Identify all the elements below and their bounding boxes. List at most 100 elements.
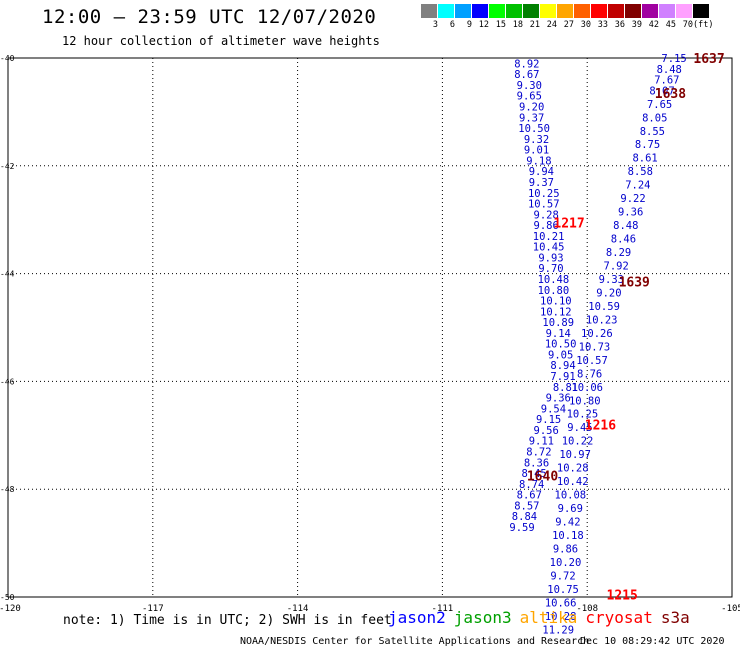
legend-swatch: [489, 4, 506, 18]
y-tick-label: -40: [0, 54, 15, 63]
pass-time-label: 1217: [553, 216, 584, 231]
swh-value: 8.58: [628, 166, 653, 178]
swh-value: 9.69: [558, 503, 583, 515]
swh-value: 8.07: [649, 85, 674, 97]
page-title: 12:00 – 23:59 UTC 12/07/2020: [42, 6, 377, 28]
swh-value: 9.14: [546, 328, 571, 340]
swh-value: 9.05: [548, 349, 573, 361]
swh-value: 9.86: [534, 220, 559, 232]
swh-value: 8.67: [517, 490, 542, 502]
swh-value: 10.50: [545, 339, 577, 351]
legend-label: 33: [597, 20, 608, 30]
color-scale-legend: [421, 4, 710, 18]
swh-value: 9.86: [553, 543, 578, 555]
satellite-legend: jason2 jason3 altika cryosat s3a: [388, 608, 690, 627]
legend-swatch: [676, 4, 693, 18]
legend-swatch: [455, 4, 472, 18]
swh-value: 7.15: [661, 53, 686, 65]
pass-time-label: 1215: [607, 588, 638, 603]
swh-value: 8.46: [611, 234, 636, 246]
swh-value: 10.57: [576, 355, 608, 367]
legend-label: 70: [682, 20, 693, 30]
swh-value: 9.22: [620, 193, 645, 205]
credit-text: NOAA/NESDIS Center for Satellite Applica…: [240, 636, 590, 647]
satellite-name: s3a: [660, 608, 690, 627]
swh-value: 9.45: [567, 422, 592, 434]
swh-value: 9.54: [541, 403, 566, 415]
swh-value: 9.33: [599, 274, 624, 286]
swh-value: 10.45: [533, 242, 565, 254]
swh-value: 10.12: [540, 306, 572, 318]
swh-value: 8.48: [613, 220, 638, 232]
x-tick-label: -108: [576, 604, 598, 614]
legend-swatch: [608, 4, 625, 18]
legend-label: 6: [449, 20, 455, 30]
legend-label: 30: [580, 20, 591, 30]
y-tick-label: -50: [0, 593, 15, 602]
swh-value: 7.92: [604, 261, 629, 273]
swh-value: 10.20: [550, 557, 582, 569]
swh-value: 10.42: [557, 476, 589, 488]
swh-value: 9.32: [524, 134, 549, 146]
legend-label: 27: [563, 20, 574, 30]
swh-value: 10.08: [555, 490, 587, 502]
satellite-name: jason2: [388, 608, 446, 627]
pass-time-label: 1640: [527, 470, 558, 485]
legend-label: 15: [495, 20, 506, 30]
y-tick-label: -46: [0, 377, 15, 386]
swh-value: 9.18: [526, 155, 551, 167]
swh-value: 8.94: [550, 360, 575, 372]
legend-swatch: [574, 4, 591, 18]
color-scale-labels: 3 6 9 12 15 18 21 24 27 30 33 36 39 42 45 70 (ft): [421, 20, 714, 30]
swh-value: 9.42: [555, 517, 580, 529]
swh-value: 10.26: [581, 328, 613, 340]
swh-value: 10.80: [538, 285, 570, 297]
x-tick-label: -117: [142, 604, 164, 614]
pass-time-label: 1216: [585, 419, 616, 434]
swh-value: 8.81: [553, 382, 578, 394]
swh-value: 10.66: [545, 597, 577, 609]
x-tick-label: -114: [287, 604, 309, 614]
legend-swatch: [540, 4, 557, 18]
map-frame: [7, 57, 733, 598]
swh-value: 8.72: [526, 446, 551, 458]
swh-value: 7.67: [654, 75, 679, 87]
swh-value: 8.48: [657, 64, 682, 76]
legend-label: 42: [648, 20, 659, 30]
page-subtitle: 12 hour collection of altimeter wave hei…: [62, 34, 380, 48]
swh-value: 10.22: [562, 436, 594, 448]
swh-value: 10.75: [547, 584, 579, 596]
swh-value: 9.01: [524, 145, 549, 157]
swh-value: 8.67: [514, 69, 539, 81]
swh-value: 9.36: [618, 207, 643, 219]
swh-value: 9.93: [538, 252, 563, 264]
footer-note: note: 1) Time is in UTC; 2) SWH is in fe…: [63, 613, 392, 628]
swh-value: 10.25: [528, 188, 560, 200]
pass-time-label: 1638: [655, 87, 686, 102]
swh-value: 10.50: [518, 123, 550, 135]
swh-value: 9.36: [546, 393, 571, 405]
swh-value: 11.29: [542, 624, 574, 636]
swh-value: 9.20: [519, 102, 544, 114]
swh-value: 9.94: [529, 166, 554, 178]
legend-swatch: [642, 4, 659, 18]
swh-value: 8.45: [521, 468, 546, 480]
swh-value: 7.65: [647, 99, 672, 111]
legend-label: 18: [512, 20, 523, 30]
legend-label: 36: [614, 20, 625, 30]
swh-value: 7.24: [625, 180, 650, 192]
swh-value: 9.20: [596, 287, 621, 299]
pass-time-label: 1639: [619, 276, 650, 291]
legend-label: (ft): [693, 20, 714, 30]
swh-value: 9.72: [550, 570, 575, 582]
swh-value: 8.92: [514, 58, 539, 70]
legend-label: 9: [466, 20, 472, 30]
swh-value: 10.28: [557, 463, 589, 475]
legend-label: 24: [546, 20, 557, 30]
swh-value: 8.75: [635, 139, 660, 151]
swh-value: 9.70: [538, 263, 563, 275]
swh-value: 10.97: [559, 449, 591, 461]
swh-value: 10.48: [538, 274, 570, 286]
swh-value: 9.11: [529, 436, 554, 448]
